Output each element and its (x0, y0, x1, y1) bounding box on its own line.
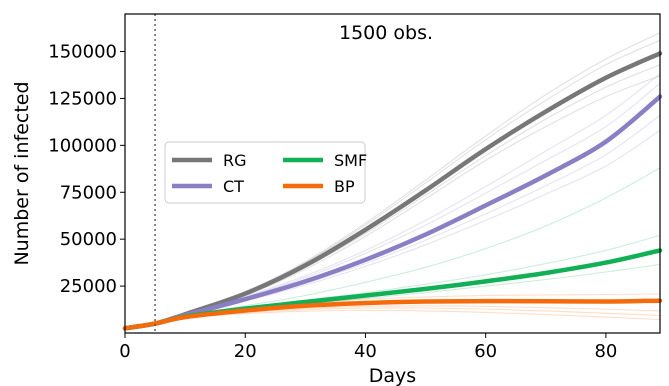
y-tick-label: 150000 (48, 42, 117, 63)
y-tick-label: 125000 (48, 88, 117, 109)
x-axis-label: Days (369, 365, 416, 386)
x-tick-label: 60 (474, 341, 497, 362)
legend: RG CT SMF BP (165, 142, 367, 203)
legend-label-bp: BP (334, 177, 355, 196)
y-tick-label: 75000 (60, 182, 117, 203)
x-tick-label: 20 (234, 341, 257, 362)
legend-label-ct: CT (223, 177, 244, 196)
sample-line-smf-3 (125, 265, 660, 329)
legend-label-rg: RG (223, 151, 247, 170)
observation-count-annotation: 1500 obs. (339, 22, 433, 44)
y-tick-label: 50000 (60, 229, 117, 250)
legend-label-smf: SMF (334, 151, 367, 170)
y-tick-label: 100000 (48, 135, 117, 156)
x-tick-label: 0 (119, 341, 130, 362)
y-axis-label: Number of infected (11, 81, 33, 265)
y-tick-label: 25000 (60, 276, 117, 297)
y-axis-ticks: 25000 50000 75000 100000 125000 150000 (48, 42, 125, 298)
x-axis-ticks: 0 20 40 60 80 (119, 333, 617, 362)
x-tick-label: 40 (354, 341, 377, 362)
x-tick-label: 80 (594, 341, 617, 362)
series-line-bp (125, 301, 660, 329)
